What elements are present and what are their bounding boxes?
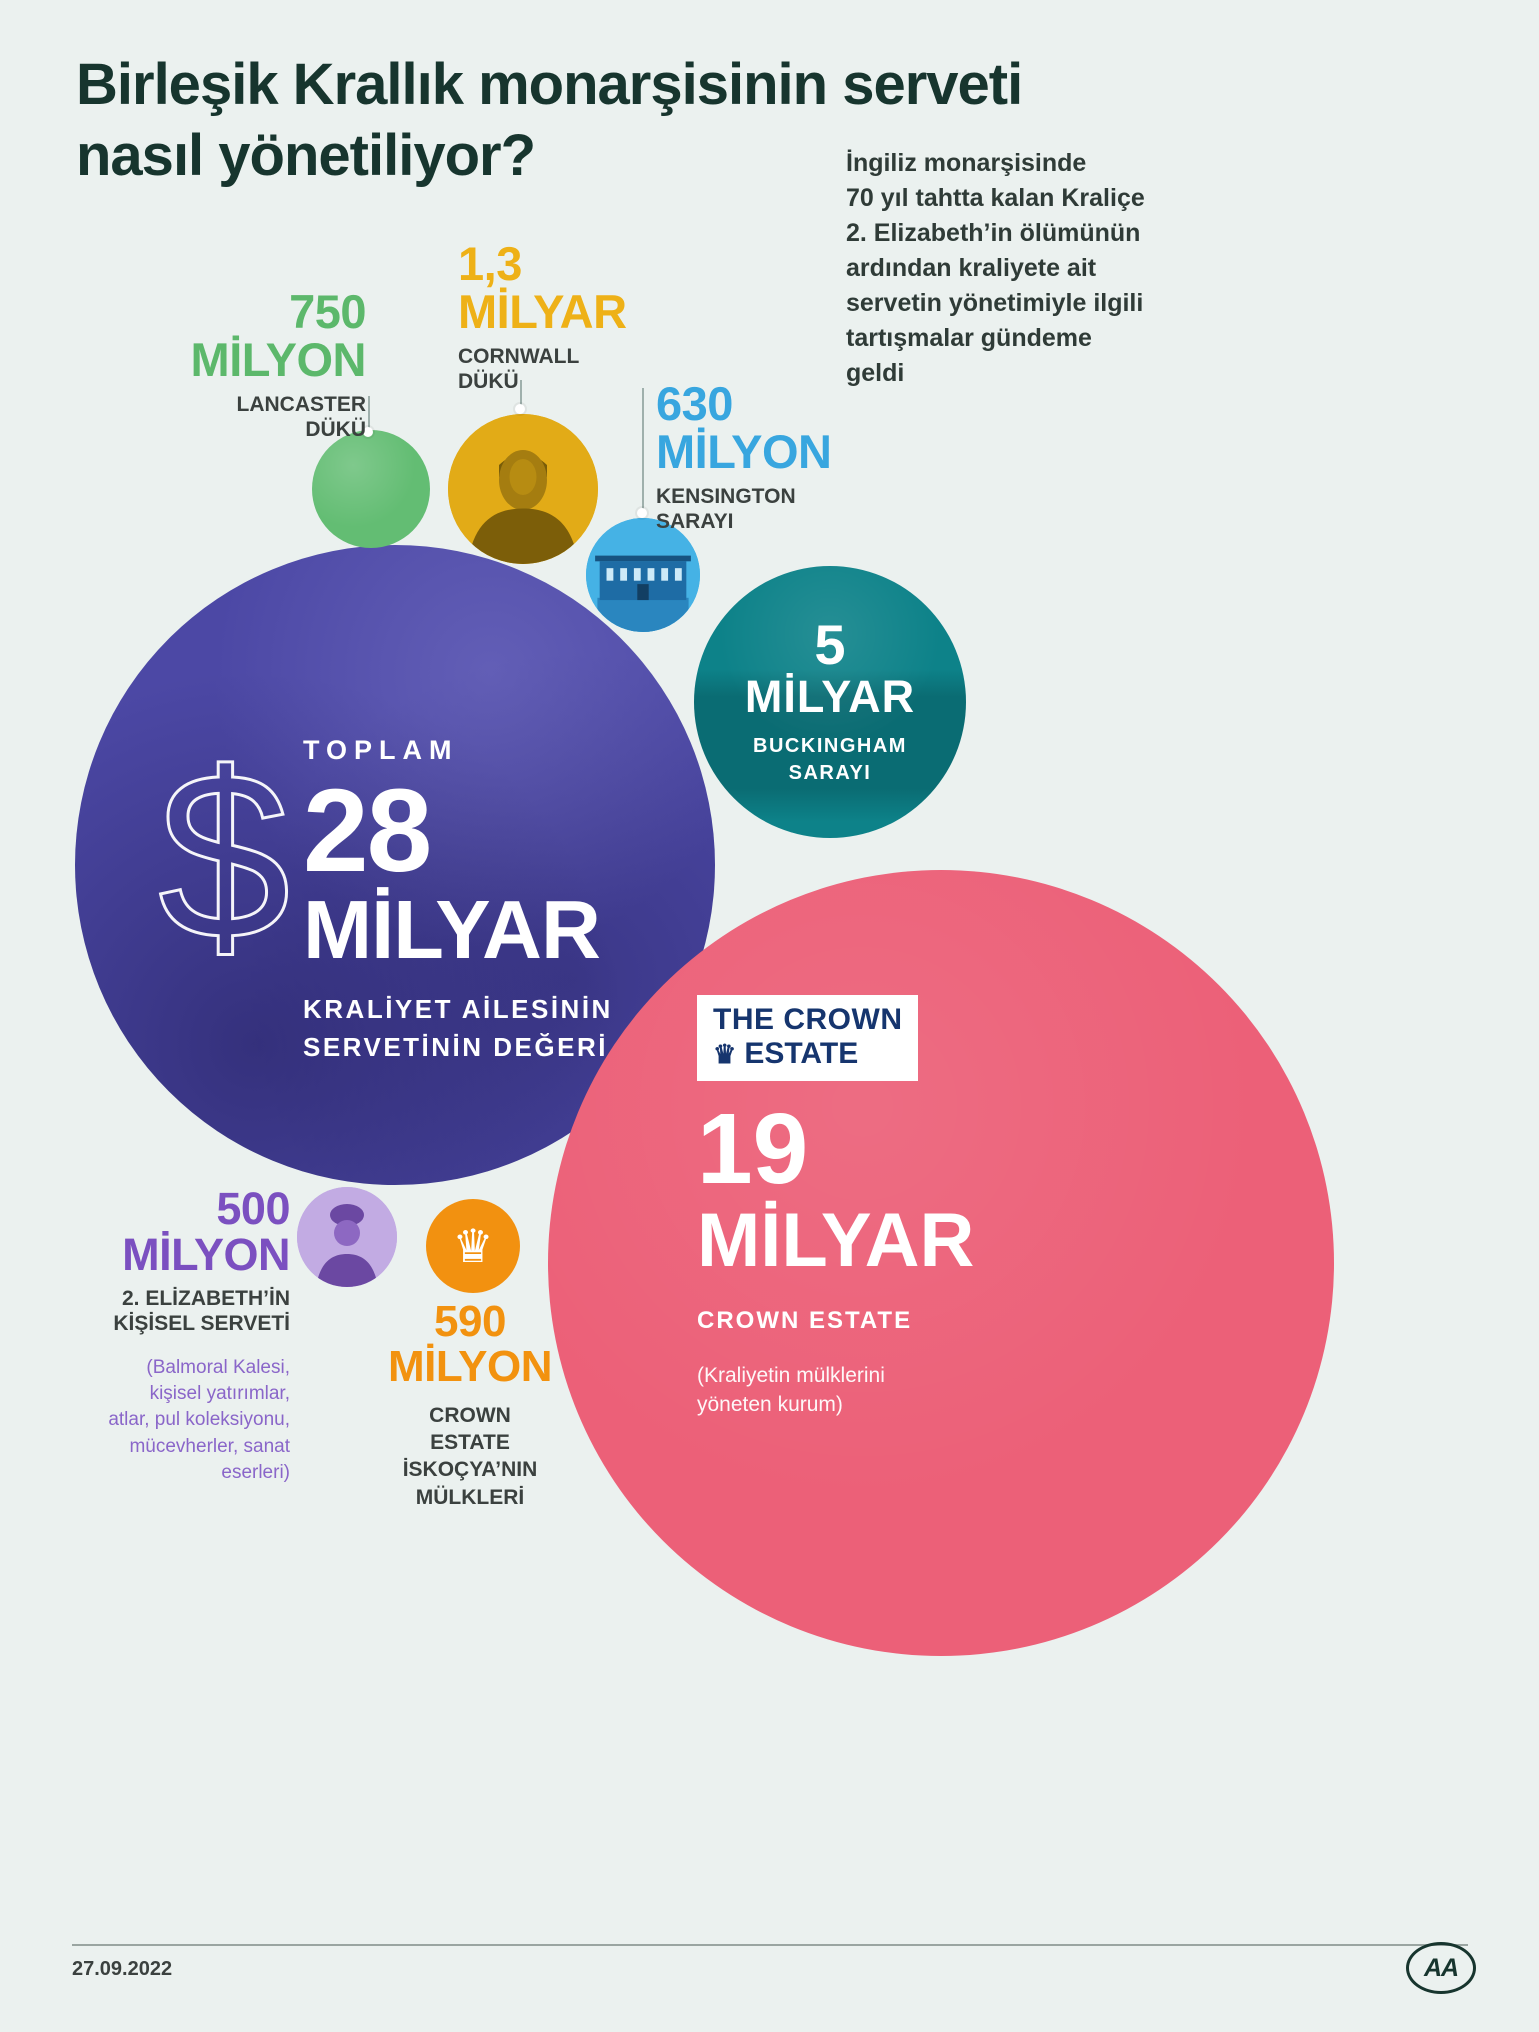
connector-dot: [363, 427, 373, 437]
total-value: 28: [303, 765, 432, 897]
crown-estate-logo-line1: THE CROWN: [713, 1003, 903, 1036]
lancaster-unit: MİLYON: [190, 332, 367, 386]
total-prefix: TOPLAM: [303, 735, 459, 765]
buckingham-label: BUCKINGHAM SARAYI: [753, 734, 907, 784]
crown-icon: ♛: [713, 1039, 737, 1069]
crown-icon: ♛: [452, 1220, 494, 1272]
kensington-label: KENSINGTON SARAYI: [656, 484, 796, 534]
elizabeth-unit: MİLYON: [122, 1228, 290, 1280]
elizabeth-note: (Balmoral Kalesi, kişisel yatırımlar, at…: [108, 1357, 290, 1483]
publication-date: 27.09.2022: [72, 1958, 173, 1980]
elizabeth-callout: 500 MİLYON 2. ELİZABETH’İN KİŞİSEL SERVE…: [58, 1186, 290, 1486]
connector-dot: [637, 508, 647, 518]
connector-line: [642, 388, 644, 512]
scotland-bubble: ♛: [426, 1199, 520, 1293]
crown-estate-logo-line2: ♛ ESTATE: [713, 1037, 902, 1071]
elizabeth-bubble: [297, 1187, 397, 1287]
intro-paragraph: İngiliz monarşisinde 70 yıl tahtta kalan…: [846, 149, 1145, 387]
cornwall-value: 1,3: [458, 237, 522, 290]
lancaster-value: 750: [289, 285, 366, 338]
scotland-callout: 590 MİLYON CROWN ESTATE İSKOÇYA’NIN MÜLK…: [350, 1297, 590, 1511]
elizabeth-value: 500: [216, 1183, 290, 1234]
lancaster-label: LANCASTER DÜKÜ: [236, 392, 367, 442]
buckingham-text: 5 MİLYAR BUCKINGHAM SARAYI: [745, 617, 915, 786]
kensington-callout: 630 MİLYON KENSINGTON SARAYI: [656, 377, 832, 535]
cornwall-bubble: [448, 414, 598, 564]
connector-dot: [515, 404, 525, 414]
crown-estate-text: THE CROWN ♛ ESTATE 19 MİLYAR CROWN ESTAT…: [697, 995, 974, 1420]
kensington-unit: MİLYON: [656, 424, 832, 478]
footer-divider: [72, 1944, 1468, 1946]
crown-estate-value: 19: [697, 1093, 809, 1205]
cornwall-callout: 1,3 MİLYAR CORNWALL DÜKÜ: [458, 240, 627, 395]
lancaster-callout: 750 MİLYON LANCASTER DÜKÜ: [120, 285, 367, 443]
connector-line: [368, 396, 370, 430]
scotland-value: 590: [434, 1297, 506, 1346]
crown-estate-note: (Kraliyetin mülklerini yöneten kurum): [697, 1364, 885, 1417]
crown-estate-label: CROWN ESTATE: [697, 1307, 913, 1334]
crown-estate-bubble: [548, 870, 1334, 1656]
william-portrait-image: [448, 414, 598, 564]
lancaster-bubble: [312, 430, 430, 548]
crown-estate-logo: THE CROWN ♛ ESTATE: [697, 995, 919, 1081]
kensington-bubble: [586, 518, 700, 632]
buckingham-value: 5: [814, 613, 846, 677]
kensington-palace-image: [586, 518, 700, 632]
buckingham-unit: MİLYAR: [744, 671, 916, 723]
crown-estate-logo-word: ESTATE: [744, 1037, 859, 1070]
elizabeth-label: 2. ELİZABETH’İN KİŞİSEL SERVETİ: [113, 1286, 290, 1336]
total-unit: MİLYAR: [303, 883, 601, 976]
dollar-sign-icon: $: [158, 740, 292, 980]
dollar-glyph: $: [158, 740, 290, 980]
total-wealth-text: TOPLAM 28 MİLYAR KRALİYET AİLESİNİN SERV…: [303, 735, 613, 1066]
cornwall-unit: MİLYAR: [458, 284, 627, 338]
queen-elizabeth-image: [297, 1187, 397, 1287]
scotland-label: CROWN ESTATE İSKOÇYA’NIN MÜLKLERİ: [402, 1403, 538, 1509]
scotland-unit: MİLYON: [387, 1341, 553, 1391]
buckingham-bubble: 5 MİLYAR BUCKINGHAM SARAYI: [694, 566, 966, 838]
crown-estate-unit: MİLYAR: [697, 1198, 975, 1283]
total-wealth-bubble: [75, 545, 715, 1185]
cornwall-label: CORNWALL DÜKÜ: [458, 344, 580, 394]
anadolu-agency-logo: AA: [1406, 1942, 1476, 1994]
kensington-value: 630: [656, 377, 733, 430]
total-label: KRALİYET AİLESİNİN SERVETİNİN DEĞERİ: [303, 994, 613, 1062]
page-title: Birleşik Krallık monarşisinin serveti na…: [76, 52, 1023, 188]
connector-line: [520, 380, 522, 410]
